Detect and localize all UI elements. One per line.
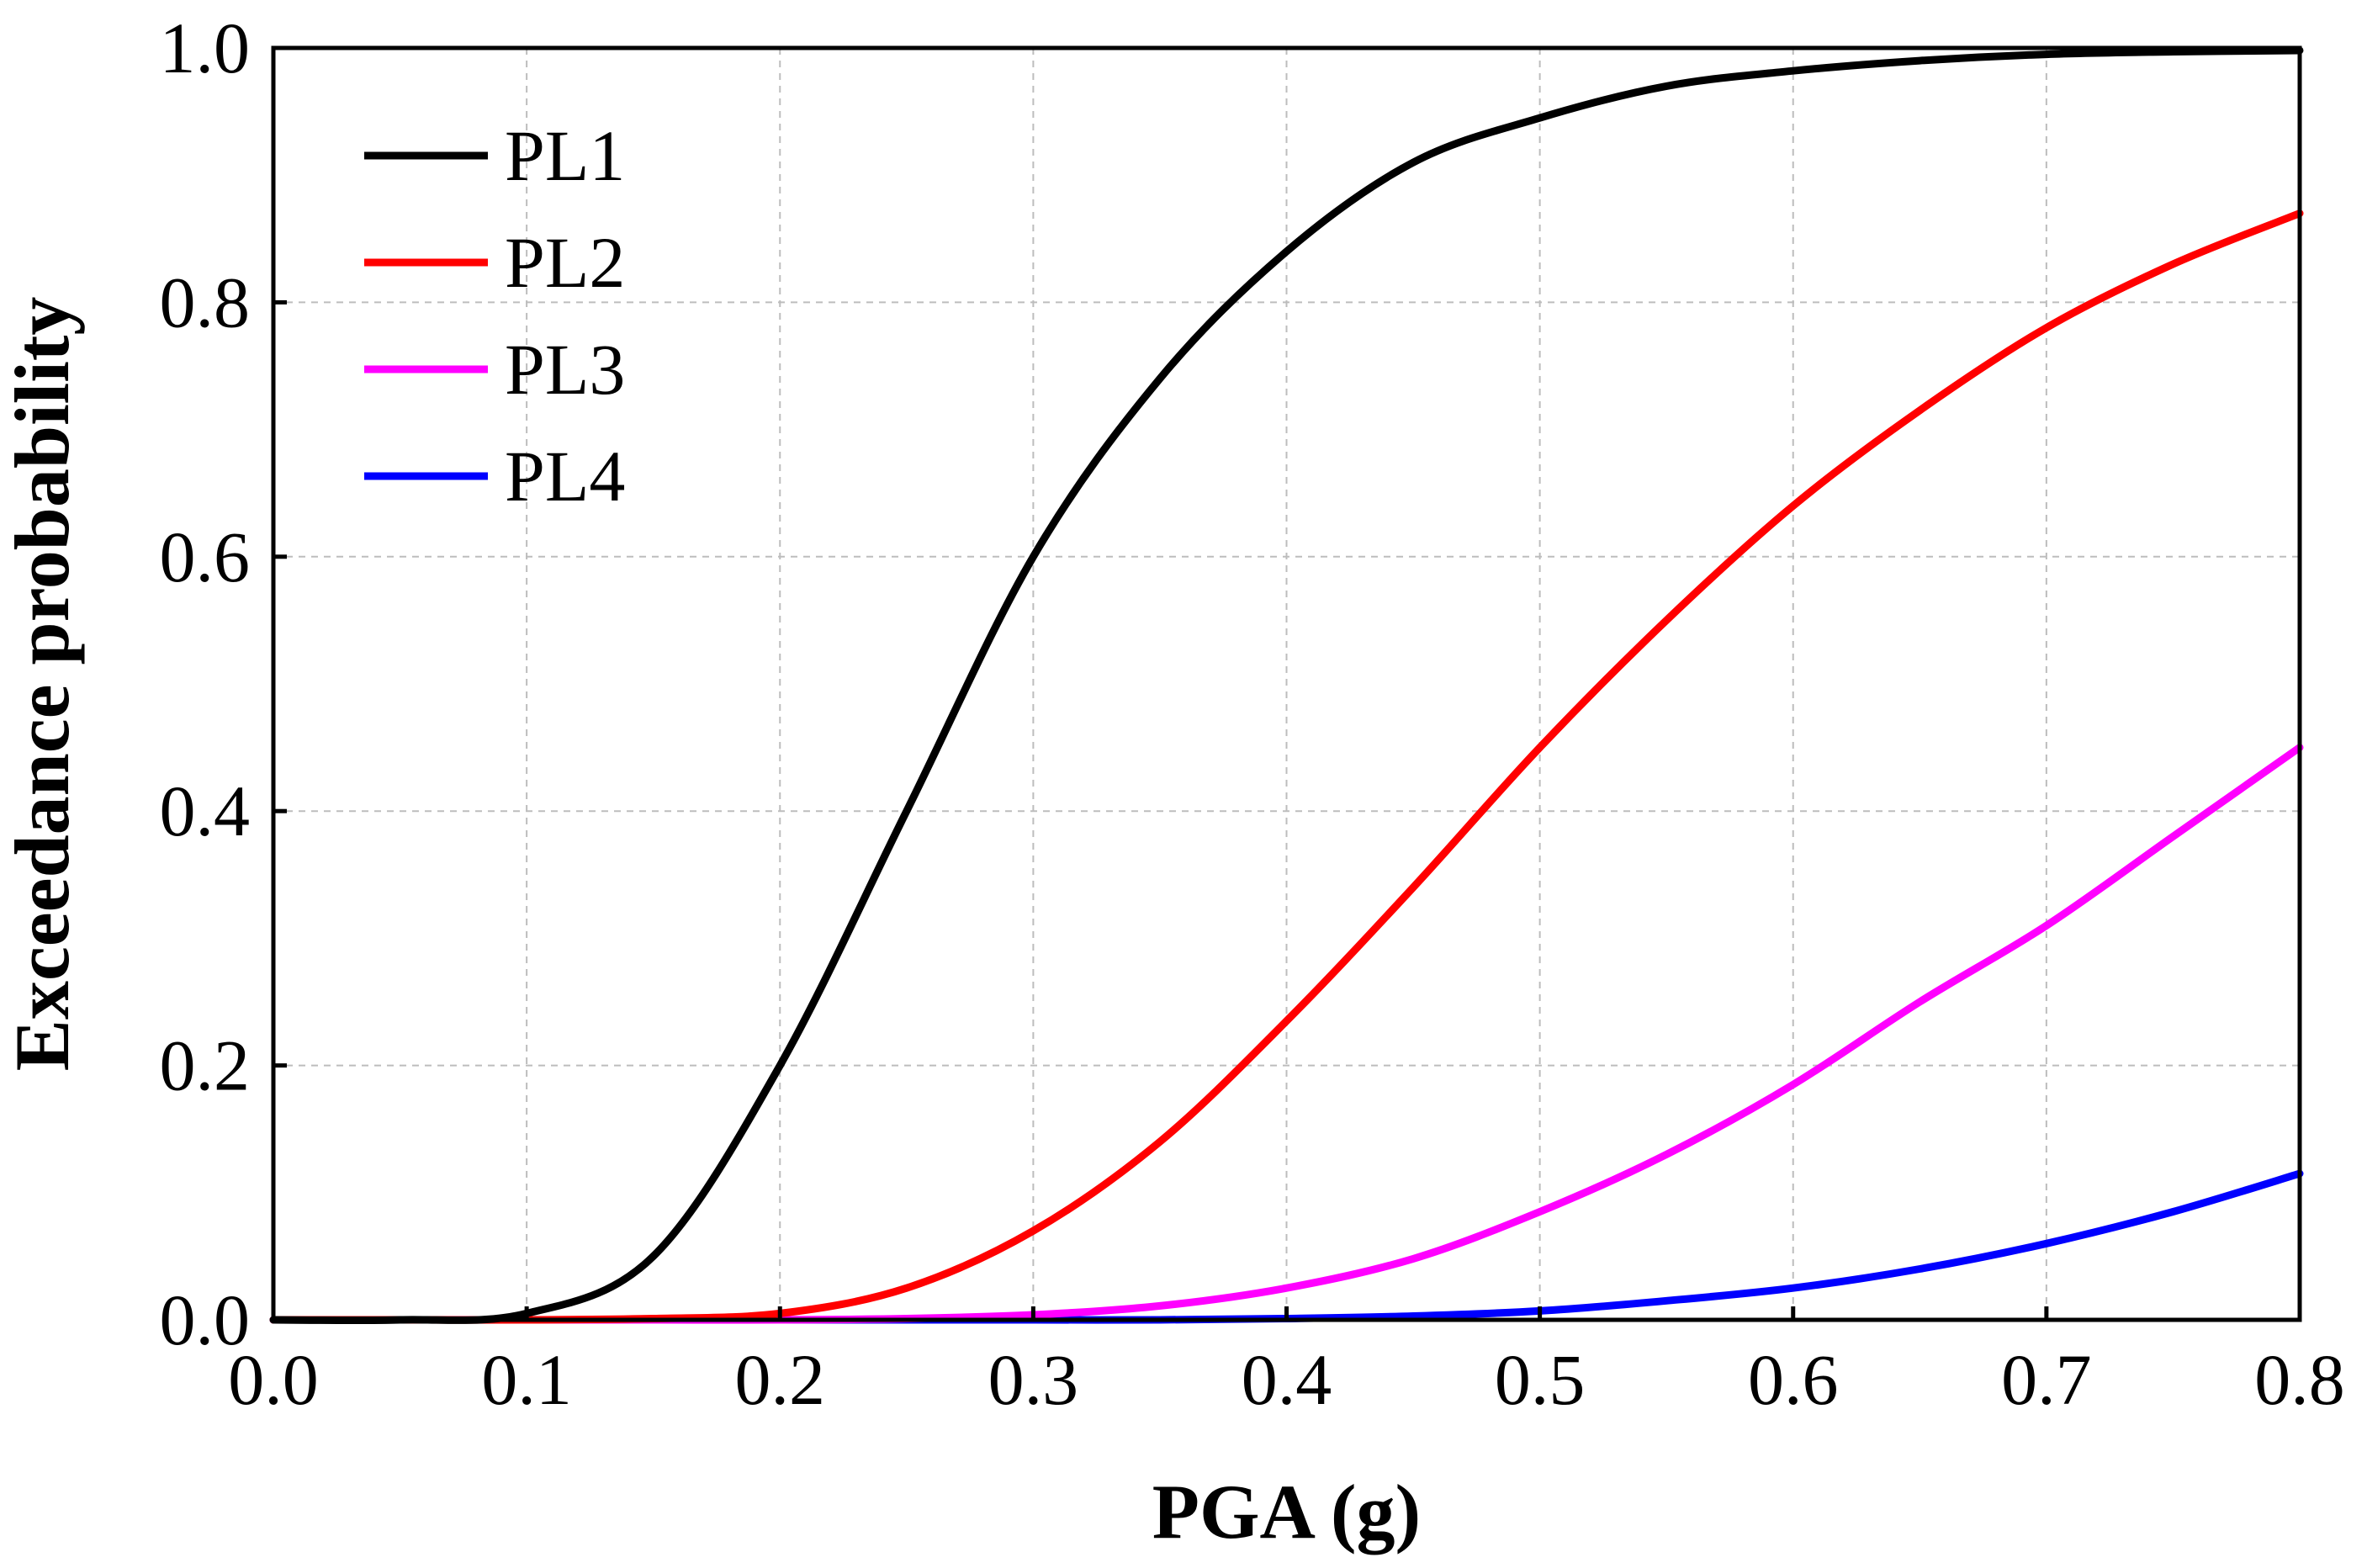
y-tick-label: 0.4 (160, 771, 251, 851)
legend-label-pl2: PL2 (505, 222, 625, 303)
legend: PL1 PL2 PL3 PL4 (364, 115, 625, 516)
legend-label-pl1: PL1 (505, 115, 625, 196)
y-tick-label: 0.8 (160, 262, 251, 342)
y-axis-title: Exceedance probability (0, 297, 85, 1072)
grid (273, 48, 2300, 1320)
legend-label-pl4: PL4 (505, 436, 625, 516)
x-tick-label: 0.3 (988, 1339, 1079, 1420)
x-tick-label: 0.8 (2254, 1339, 2345, 1420)
x-tick-label: 0.4 (1242, 1339, 1332, 1420)
x-tick-label: 0.0 (228, 1339, 319, 1420)
x-tick-label: 0.7 (2001, 1339, 2092, 1420)
x-axis-title: PGA (g) (1152, 1469, 1421, 1555)
series-line-pl1 (269, 46, 2304, 1325)
x-tick-label: 0.2 (735, 1339, 826, 1420)
tick-labels: 0.0 0.1 0.2 0.3 0.4 0.5 0.6 0.7 0.8 0.0 0.2 0.4 0.6 0… (160, 8, 2345, 1420)
y-tick-label: 0.6 (160, 516, 251, 597)
x-tick-label: 0.5 (1495, 1339, 1586, 1420)
y-tick-label: 0.2 (160, 1025, 251, 1106)
x-tick-label: 0.1 (481, 1339, 572, 1420)
y-tick-label: 1.0 (160, 8, 251, 88)
x-tick-label: 0.6 (1748, 1339, 1839, 1420)
axis-ticks (271, 45, 2302, 1322)
legend-label-pl3: PL3 (505, 329, 625, 410)
y-tick-label: 0.0 (160, 1279, 251, 1360)
